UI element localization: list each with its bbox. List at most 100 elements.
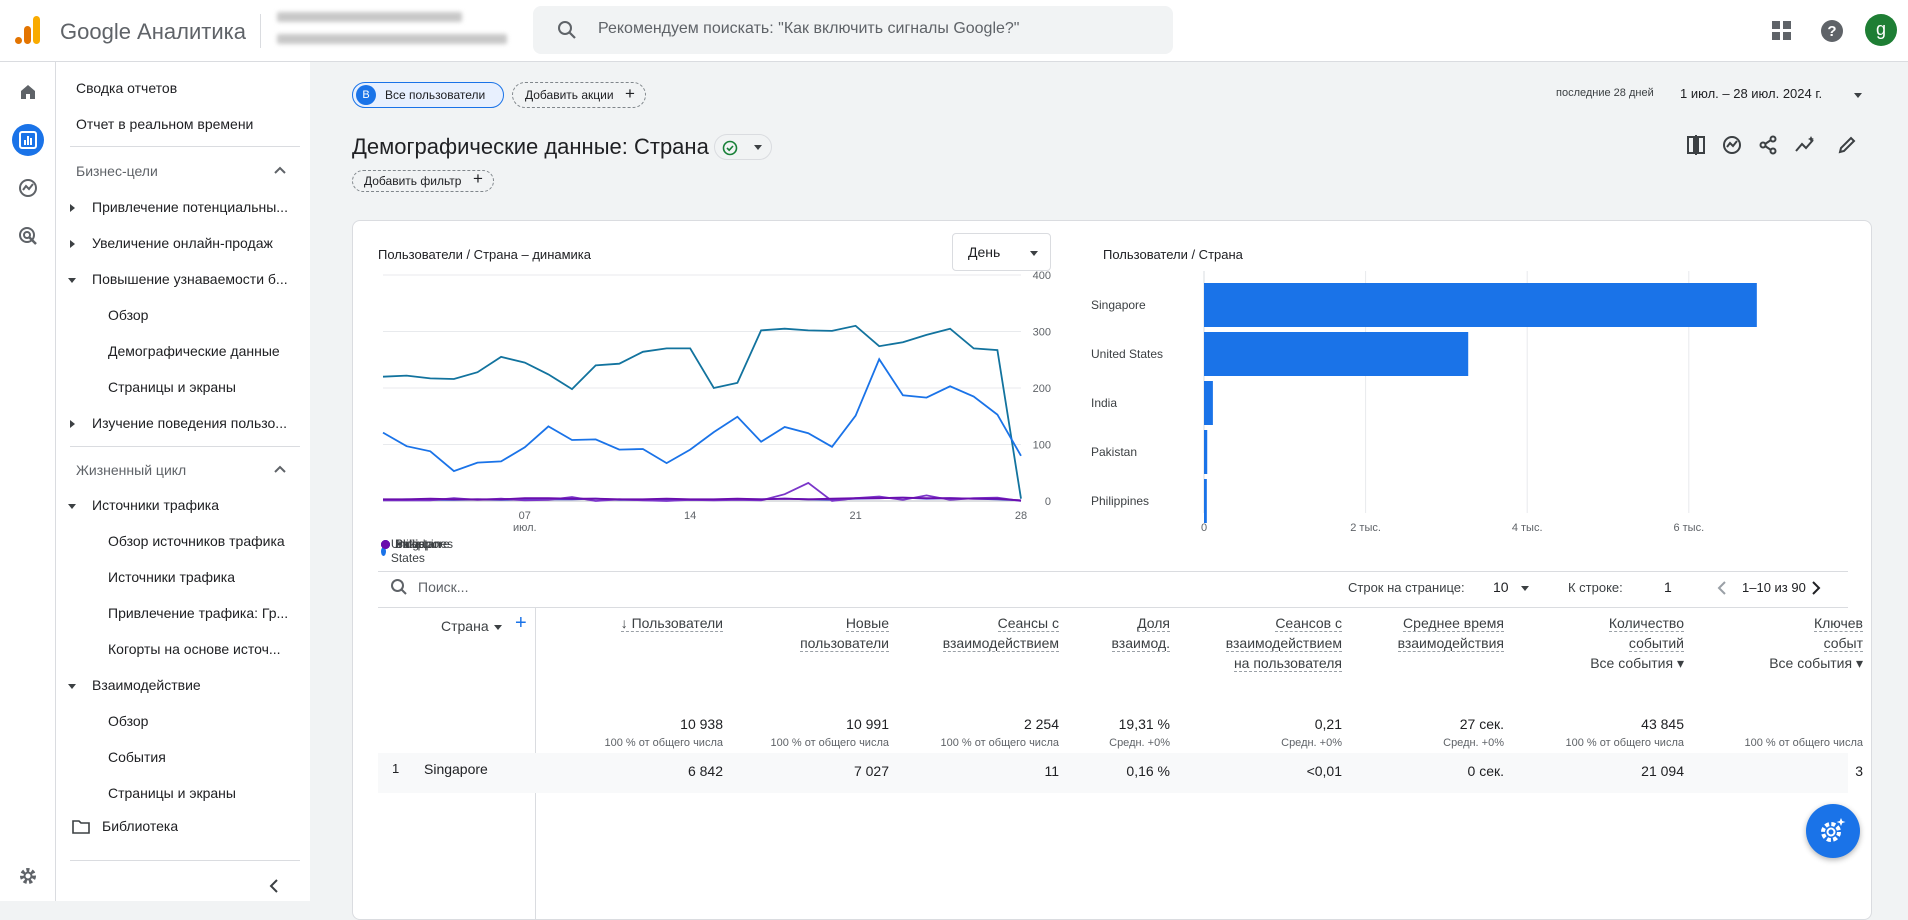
nav-section-lifecycle[interactable]: Жизненный цикл [76, 462, 186, 478]
collapse-arrow-icon[interactable] [68, 504, 76, 509]
row-country[interactable]: Singapore [424, 761, 488, 777]
column-header[interactable]: ↓ Пользователи [621, 613, 723, 633]
nav-item-reports-snapshot[interactable]: Сводка отчетов [76, 80, 177, 96]
nav-item-realtime[interactable]: Отчет в реальном времени [76, 116, 253, 132]
chevron-up-icon[interactable] [274, 166, 286, 174]
bar-category-label: Pakistan [1091, 445, 1137, 459]
explore-icon[interactable] [12, 172, 44, 204]
nav-item-demographics[interactable]: Демографические данные [108, 343, 280, 359]
plus-icon: + [625, 82, 635, 106]
insights-icon[interactable] [1722, 135, 1742, 155]
account-selector[interactable] [277, 8, 512, 52]
column-header[interactable]: Сеансов с взаимодействием на пользователя [1226, 613, 1342, 673]
home-icon[interactable] [12, 76, 44, 108]
bar-pakistan [1204, 430, 1207, 474]
nav-item-brand-awareness[interactable]: Повышение узнаваемости б... [92, 271, 302, 287]
next-page-icon[interactable] [1811, 581, 1821, 595]
column-header[interactable]: Ключев событ Все события ▾ [1769, 613, 1863, 673]
left-rail [0, 62, 56, 901]
search-placeholder: Рекомендуем поискать: "Как включить сигн… [598, 20, 1019, 38]
settings-gear-icon[interactable] [18, 866, 38, 886]
rows-per-page-select[interactable]: 10 [1493, 579, 1509, 595]
rows-per-page-label: Строк на странице: [1348, 580, 1465, 595]
expand-arrow-icon[interactable] [70, 420, 75, 428]
date-dropdown-icon[interactable] [1854, 93, 1862, 98]
help-icon[interactable]: ? [1820, 19, 1844, 43]
column-total: 2 254 [1024, 716, 1059, 732]
report-status-dropdown[interactable] [714, 134, 772, 160]
x-tick-label: 6 тыс. [1673, 522, 1704, 531]
report-navigation: Сводка отчетов Отчет в реальном времени … [56, 62, 310, 901]
nav-item-traffic-sources[interactable]: Источники трафика [92, 497, 219, 513]
legend-item[interactable]: Philippines [381, 537, 453, 551]
nav-item-traffic-sources-report[interactable]: Источники трафика [108, 569, 235, 585]
x-tick-label: 07 [519, 510, 531, 522]
apps-grid-icon[interactable] [1772, 21, 1792, 41]
nav-item-engagement-pages[interactable]: Страницы и экраны [108, 785, 236, 801]
chevron-up-icon[interactable] [274, 465, 286, 473]
column-header[interactable]: Новые пользователи [800, 613, 889, 653]
nav-item-user-behavior[interactable]: Изучение поведения пользо... [92, 415, 302, 431]
column-header[interactable]: Сеансы с взаимодействием [943, 613, 1059, 653]
nav-item-engagement[interactable]: Взаимодействие [92, 677, 201, 693]
brand-name[interactable]: Google Аналитика [60, 19, 246, 45]
nav-item-pages-screens[interactable]: Страницы и экраны [108, 379, 236, 395]
go-to-row-input[interactable]: 1 [1664, 579, 1672, 595]
nav-item-leads[interactable]: Привлечение потенциальны... [92, 199, 302, 215]
collapse-arrow-icon[interactable] [68, 684, 76, 689]
event-filter-select[interactable]: Все события ▾ [1769, 653, 1863, 673]
expand-arrow-icon[interactable] [70, 204, 75, 212]
nav-item-events[interactable]: События [108, 749, 166, 765]
compare-icon[interactable] [1686, 135, 1706, 155]
dropdown-arrow-icon[interactable] [494, 625, 502, 630]
dropdown-arrow-icon[interactable] [1521, 586, 1529, 591]
column-header[interactable]: Среднее время взаимодействия [1398, 613, 1504, 653]
x-tick-label: 28 [1015, 510, 1027, 522]
table-cell: <0,01 [1307, 763, 1342, 779]
table-search-input[interactable]: Поиск... [418, 579, 468, 595]
add-dimension-plus-icon[interactable]: + [515, 612, 527, 635]
table-row[interactable]: 1 Singapore [378, 753, 1848, 793]
nav-item-online-sales[interactable]: Увеличение онлайн-продаж [92, 235, 273, 251]
dimension-selector[interactable]: Страна [441, 618, 489, 634]
column-header[interactable]: Доля взаимод. [1112, 613, 1170, 653]
nav-item-traffic-overview[interactable]: Обзор источников трафика [108, 533, 285, 549]
date-range[interactable]: 1 июл. – 28 июл. 2024 г. [1680, 86, 1822, 101]
column-total: 10 938 [680, 716, 723, 732]
line-series-singapore [383, 326, 1021, 499]
y-tick-label: 0 [1045, 496, 1051, 508]
segment-chip-all-users[interactable]: B Все пользователи [352, 82, 504, 108]
column-total-note: 100 % от общего числа [604, 737, 723, 749]
edit-pencil-icon[interactable] [1837, 135, 1857, 155]
date-range-prefix: последние 28 дней [1556, 87, 1654, 99]
search-bar[interactable]: Рекомендуем поискать: "Как включить сигн… [533, 6, 1173, 54]
advertising-icon[interactable] [12, 220, 44, 252]
nav-section-business-goals[interactable]: Бизнес-цели [76, 163, 158, 179]
trend-sparkle-icon[interactable] [1794, 135, 1816, 155]
share-icon[interactable] [1758, 135, 1778, 155]
search-icon [555, 18, 579, 42]
analytics-logo-icon[interactable] [15, 16, 41, 44]
y-tick-label: 200 [1033, 383, 1051, 395]
collapse-nav-chevron-icon[interactable] [268, 878, 280, 894]
column-total-note: 100 % от общего числа [1744, 737, 1863, 749]
line-series-united-states [383, 359, 1021, 471]
nav-item-cohorts[interactable]: Когорты на основе источ... [108, 641, 303, 657]
insights-assistant-fab[interactable] [1806, 804, 1860, 858]
nav-item-library[interactable]: Библиотека [102, 818, 178, 834]
bar-chart: 0 2 тыс. 4 тыс. 6 тыс. Singapore United State… [1083, 261, 1853, 531]
plus-icon: + [473, 169, 483, 189]
nav-item-engagement-overview[interactable]: Обзор [108, 713, 148, 729]
nav-item-traffic-acquisition[interactable]: Привлечение трафика: Гр... [108, 605, 303, 621]
column-header[interactable]: Количество событий Все события ▾ [1590, 613, 1684, 673]
event-filter-select[interactable]: Все события ▾ [1590, 653, 1684, 673]
collapse-arrow-icon[interactable] [68, 278, 76, 283]
avatar[interactable]: g [1865, 14, 1897, 46]
prev-page-icon[interactable] [1717, 581, 1727, 595]
add-filter-button[interactable]: Добавить фильтр + [352, 170, 494, 192]
nav-item-overview[interactable]: Обзор [108, 307, 148, 323]
add-comparison-button[interactable]: Добавить акции + [512, 82, 646, 108]
table-search-icon [390, 578, 408, 596]
expand-arrow-icon[interactable] [70, 240, 75, 248]
reports-icon[interactable] [12, 124, 44, 156]
